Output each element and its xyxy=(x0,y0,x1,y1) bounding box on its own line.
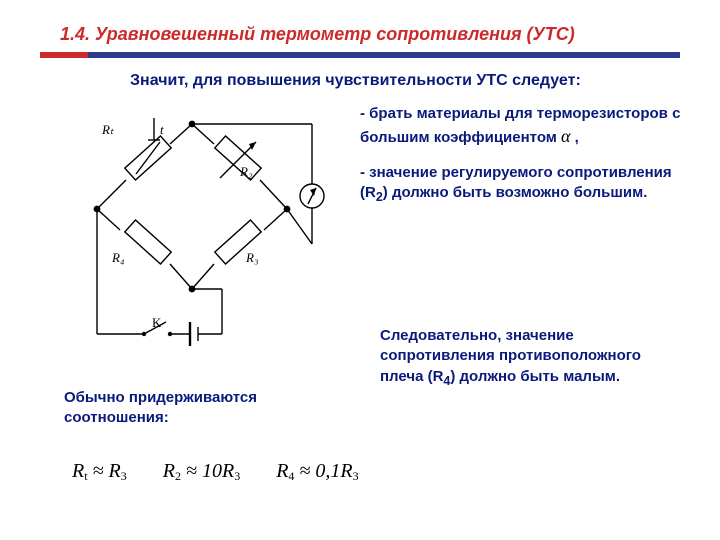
formula-3: R4 ≈ 0,1R3 xyxy=(276,460,358,484)
bullet-list: - брать материалы для терморезисторов с … xyxy=(360,104,686,220)
label-Rt: Rₜ xyxy=(101,122,115,137)
bullet-1-text: - брать материалы для терморезисторов с … xyxy=(360,105,680,146)
label-R4: R₄ xyxy=(111,250,125,265)
conclusion-post: ) должно быть малым. xyxy=(450,368,620,385)
subheading: Значит, для повышения чувствительности У… xyxy=(130,72,690,90)
heading-rule xyxy=(40,52,680,60)
label-R2: R₂ xyxy=(239,164,253,179)
circuit-diagram: Rₜ t R₂ R₃ R₄ xyxy=(62,104,332,364)
label-R3: R₃ xyxy=(245,250,258,265)
formula-row: Rt ≈ R3 R2 ≈ 10R3 R4 ≈ 0,1R3 xyxy=(72,460,359,484)
ratio-label: Обычно придерживаются соотношения: xyxy=(64,388,324,429)
conclusion-text: Следовательно, значение сопротивления пр… xyxy=(380,326,686,389)
circuit-svg: Rₜ t R₂ R₃ R₄ xyxy=(62,104,332,364)
alpha-symbol: α xyxy=(561,126,570,146)
label-K: K xyxy=(152,315,162,330)
bullet-2-sub: 2 xyxy=(376,190,383,204)
bullet-1-tail: , xyxy=(571,129,579,146)
bullet-2: - значение регулируемого сопротивления (… xyxy=(360,163,686,206)
formula-2: R2 ≈ 10R3 xyxy=(163,460,240,484)
rule-red xyxy=(40,52,88,58)
bullet-2-post: ) должно быть возможно большим. xyxy=(383,184,648,201)
label-t: t xyxy=(160,122,164,137)
rule-blue xyxy=(88,52,680,58)
formula-1: Rt ≈ R3 xyxy=(72,460,127,484)
bullet-1: - брать материалы для терморезисторов с … xyxy=(360,104,686,149)
section-heading: 1.4. Уравновешенный термометр сопротивле… xyxy=(60,24,680,45)
